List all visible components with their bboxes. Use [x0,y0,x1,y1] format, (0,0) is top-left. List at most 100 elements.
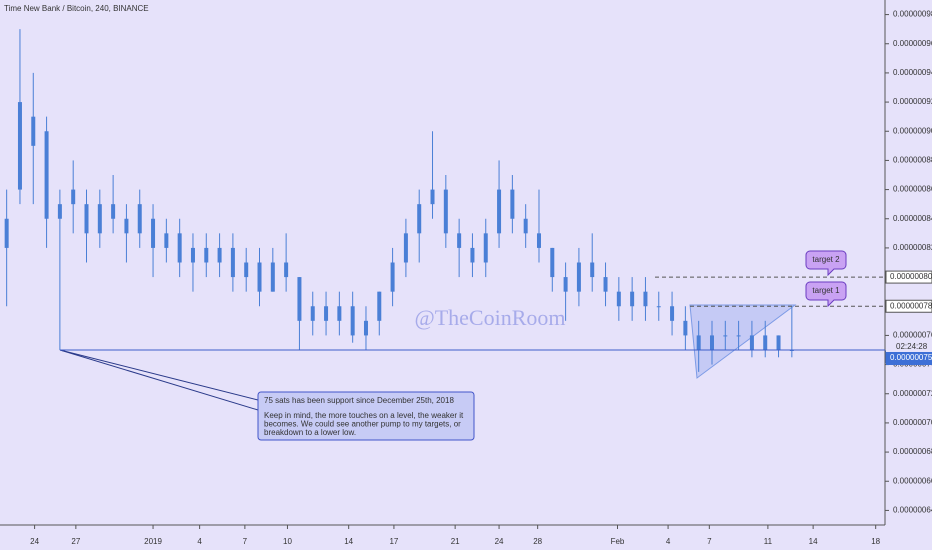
candle-body [151,218,156,248]
level-label-bg [885,270,932,284]
y-tick-label: 0.00000086 [893,185,932,194]
candle-body [670,306,675,321]
candle-body [363,320,368,336]
x-tick-label: 4 [197,537,202,546]
candle-body [709,335,714,350]
candle-body [763,335,768,350]
candle-body [776,335,781,350]
y-tick-label: 0.00000068 [893,447,932,456]
candle-body [523,218,528,234]
x-tick-label: 2019 [144,537,162,546]
candle-body [284,262,289,278]
candle-body [190,247,195,263]
candle-body [550,247,555,278]
target-bubble [805,281,847,308]
x-tick-label: 27 [71,537,80,546]
level-label-bg [885,299,932,313]
note-heading: 75 sats has been support since December … [264,396,454,405]
candle-body [736,335,741,337]
y-tick-label: 0.00000064 [893,506,932,515]
candle-body [164,233,169,248]
triangle-pattern [689,304,797,379]
candle-body [417,204,422,234]
candle-body [324,306,329,321]
candle-body [111,204,116,219]
candle-body [563,277,568,292]
candle-body [177,233,182,263]
candle-body [576,262,581,292]
y-tick-label: 0.00000098 [893,10,932,19]
y-tick-label: 0.00000084 [893,214,932,223]
x-tick-label: 28 [533,537,542,546]
target-label: target 1 [812,286,840,295]
candle-body [470,247,475,263]
x-tick-label: 11 [764,537,773,546]
candle-body [270,262,275,292]
candle-body [337,306,342,321]
note-line: Keep in mind, the more touches on a leve… [264,411,464,420]
candle-body [124,218,129,234]
candle-body [230,247,235,278]
candle-body [350,306,355,336]
x-tick-label: 17 [389,537,398,546]
note-line: breakdown to a lower low. [264,428,356,437]
candle-body [403,233,408,263]
target-label: target 2 [812,255,840,264]
y-tick-label: 0.00000070 [893,418,932,427]
y-tick-label: 0.00000096 [893,39,932,48]
candle-body [443,189,448,234]
callout-pointer [59,349,259,411]
candle-body [310,306,315,321]
candle-body [244,262,249,278]
x-tick-label: 14 [344,537,353,546]
candle-body [497,189,502,234]
y-tick-label: 0.00000066 [893,476,932,485]
y-tick-label: 0.00000092 [893,97,932,106]
x-tick-label: 7 [707,537,712,546]
x-tick-label: 18 [871,537,880,546]
watermark: @TheCoinRoom [414,305,565,330]
x-tick-label: 7 [243,537,248,546]
candle-body [4,218,9,248]
countdown: 02:24:28 [896,342,928,351]
candle-body [603,277,608,292]
candle-body [430,189,435,205]
y-tick-label: 0.00000082 [893,243,932,252]
candle-body [696,335,701,350]
chart-title: Time New Bank / Bitcoin, 240, BINANCE [4,4,149,13]
candle-body [683,320,688,336]
x-tick-label: 4 [666,537,671,546]
candle-body [57,204,62,219]
candle-body [217,247,222,263]
candle-body [390,262,395,292]
candle-body [723,335,728,337]
countdown-bg [886,341,932,352]
candle-body [97,204,102,234]
x-tick-label: 24 [30,537,39,546]
target-bubble [805,250,847,277]
candle-body [17,102,22,190]
candle-body [749,335,754,350]
note-line: becomes. We could see another pump to my… [264,420,461,429]
candle-body [257,262,262,292]
candle-body [643,291,648,307]
x-tick-label: 21 [451,537,460,546]
level-label: 0.00000078 [890,301,932,310]
candle-body [483,233,488,263]
y-tick-label: 0.00000088 [893,156,932,165]
candle-body [616,291,621,307]
y-tick-label: 0.00000090 [893,126,932,135]
candle-body [510,189,515,219]
callout-pointer [59,349,259,401]
candle-body [71,189,76,205]
y-tick-label: 0.00000072 [893,389,932,398]
x-tick-label: Feb [611,537,625,546]
candle-body [536,233,541,248]
candle-body [137,204,142,234]
note-box [257,391,475,441]
candle-body [457,233,462,248]
candle-body [31,116,36,146]
candle-body [297,277,302,321]
